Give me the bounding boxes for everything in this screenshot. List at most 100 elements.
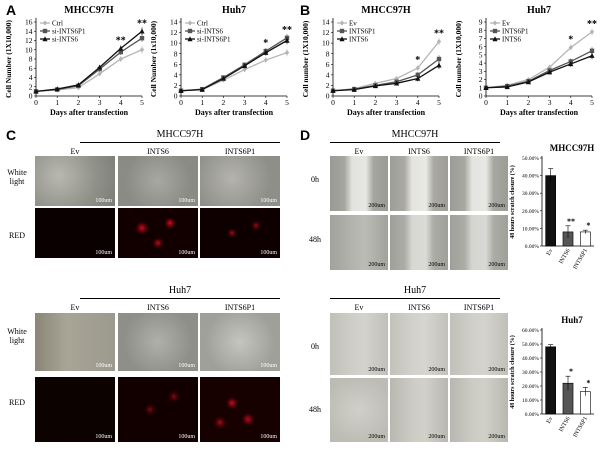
c-row-label-red: RED (9, 231, 25, 240)
legend-label: Ctrl (52, 20, 63, 28)
data-point (339, 20, 345, 26)
series-line (485, 50, 593, 89)
y-axis-label: 48 hours scratch closure (%) (509, 335, 516, 409)
y-tick-label: 0 (479, 92, 483, 101)
scale-label: 200um (428, 367, 445, 373)
y-tick-label: 2 (326, 81, 330, 90)
c-title-text: Huh7 (168, 285, 192, 296)
scale-label: 200um (428, 434, 445, 440)
c-image-ev-red: 100um (35, 208, 115, 258)
bar (580, 231, 591, 247)
data-point (415, 72, 420, 78)
x-tick-label: 5 (590, 98, 594, 107)
d-image-ev-48h: 200um (330, 215, 388, 270)
y-tick-label: 14 (25, 27, 33, 36)
data-point (415, 75, 421, 81)
y-axis-label: Cell number (1X10,000) (454, 20, 463, 97)
y-tick-label: 8 (29, 55, 33, 64)
c-image-ev-red: 100um (35, 377, 115, 442)
y-tick-label: 9 (479, 18, 483, 27)
x-tick-label: INTS6 (558, 416, 571, 433)
y-tick-label: 0 (326, 92, 330, 101)
y-tick-label: 10 (170, 39, 178, 48)
y-axis-label: Cell Number (1x10,000) (149, 20, 158, 97)
legend-label: INTS6 (349, 36, 369, 44)
d-row-label-0h: 0h (311, 175, 319, 184)
x-tick-label: INTS6P1 (573, 416, 590, 439)
data-point (330, 87, 336, 93)
data-point (351, 86, 357, 92)
c-row-label-red: RED (9, 398, 25, 407)
data-point (75, 82, 81, 88)
c-image-ev-white: 100um (35, 313, 115, 371)
c-title-rule (80, 142, 280, 143)
c-image-ints6p1-red: 100um (200, 377, 280, 442)
significance-mark: * (415, 55, 420, 66)
d-image-ev-0h: 200um (330, 313, 388, 375)
data-point (33, 88, 39, 94)
d-row-label-48h: 48h (309, 235, 321, 244)
data-point (589, 52, 595, 58)
data-point (97, 64, 103, 70)
data-point (42, 20, 48, 26)
scale-label: 200um (428, 262, 445, 268)
x-tick-label: 2 (374, 98, 378, 107)
data-point (436, 62, 442, 68)
scale-label: 200um (368, 434, 385, 440)
x-tick-label: Ev (546, 248, 555, 257)
legend-label: Ev (349, 20, 357, 28)
y-tick-label: 14 (322, 18, 330, 27)
data-point (525, 79, 531, 85)
series-line (180, 37, 288, 92)
data-point (54, 86, 60, 92)
y-tick-label: 50.00% (522, 342, 539, 348)
c-col-header-ints6p1: INTS6P1 (224, 147, 256, 156)
c-image-ints6-red: 100um (118, 377, 198, 442)
x-tick-label: 5 (285, 98, 289, 107)
scale-label: 100um (95, 198, 112, 204)
y-tick-label: 16 (25, 18, 33, 27)
data-point (372, 83, 378, 89)
c-title-rule (80, 298, 280, 299)
d-col-header-ev: Ev (354, 303, 364, 312)
y-tick-label: 4 (29, 73, 33, 82)
bar (545, 346, 556, 415)
c-section-title-huh7: Huh7 (80, 285, 280, 299)
data-point (139, 35, 145, 41)
x-tick-label: 1 (55, 98, 59, 107)
series-line (35, 30, 143, 93)
data-point (263, 57, 268, 63)
d-col-header-ints6p1: INTS6P1 (463, 147, 495, 156)
series-line (35, 49, 143, 93)
y-tick-label: 6 (29, 64, 33, 73)
legend-label: INTS6P1 (349, 28, 376, 36)
c-col-header-ev: Ev (70, 303, 80, 312)
y-tick-label: 6 (326, 60, 330, 69)
c-image-ints6-white: 100um (118, 313, 198, 371)
data-point (492, 20, 498, 26)
d-image-ev-0h: 200um (330, 156, 388, 211)
c-image-ints6-white: 100um (118, 156, 198, 206)
y-tick-label: 12 (170, 28, 178, 37)
y-tick-label: 12 (25, 36, 33, 45)
x-tick-label: Ev (546, 416, 555, 425)
significance-mark: ** (116, 35, 126, 46)
data-point (242, 66, 247, 73)
data-point (339, 36, 345, 42)
d-image-ints6-48h: 200um (390, 378, 448, 442)
y-tick-label: 2 (174, 81, 178, 90)
significance-mark: * (586, 221, 590, 230)
legend-label: INTS6P1 (502, 28, 529, 36)
x-tick-label: 4 (119, 98, 123, 107)
panel-label-d: D (300, 127, 311, 143)
y-tick-label: 4 (479, 59, 483, 68)
c-image-ints6p1-white: 100um (200, 156, 280, 206)
x-tick-label: 4 (264, 98, 268, 107)
data-point (42, 28, 48, 34)
c-col-header-ints6: INTS6 (147, 147, 169, 156)
y-axis-label: Cell number (1X10,000) (301, 20, 310, 97)
d-image-ints6-0h: 200um (390, 313, 448, 375)
series-line (485, 31, 593, 89)
